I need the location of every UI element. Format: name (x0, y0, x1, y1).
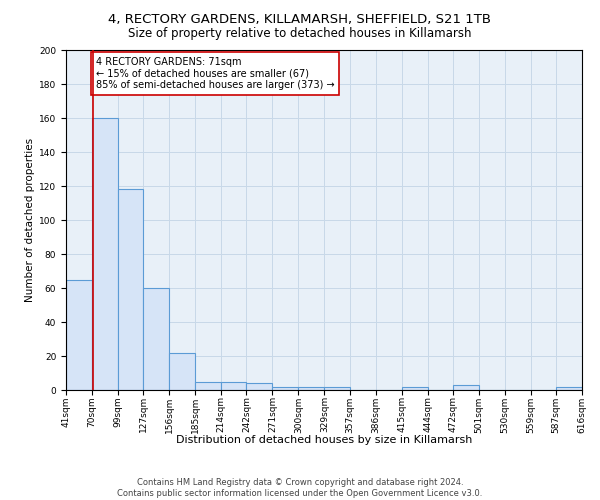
X-axis label: Distribution of detached houses by size in Killamarsh: Distribution of detached houses by size … (176, 436, 472, 446)
Bar (325, 386, 350, 390)
Bar (556, 386, 582, 390)
Bar (143, 288, 169, 390)
Y-axis label: Number of detached properties: Number of detached properties (25, 138, 35, 302)
Bar (272, 386, 298, 390)
Text: 4 RECTORY GARDENS: 71sqm
← 15% of detached houses are smaller (67)
85% of semi-d: 4 RECTORY GARDENS: 71sqm ← 15% of detach… (95, 57, 334, 90)
Text: Contains HM Land Registry data © Crown copyright and database right 2024.
Contai: Contains HM Land Registry data © Crown c… (118, 478, 482, 498)
Text: Size of property relative to detached houses in Killamarsh: Size of property relative to detached ho… (128, 28, 472, 40)
Bar (401, 386, 428, 390)
Bar (66, 280, 92, 390)
Bar (118, 190, 143, 390)
Bar (92, 118, 118, 390)
Text: 4, RECTORY GARDENS, KILLAMARSH, SHEFFIELD, S21 1TB: 4, RECTORY GARDENS, KILLAMARSH, SHEFFIEL… (109, 12, 491, 26)
Bar (169, 352, 195, 390)
Bar (195, 382, 221, 390)
Bar (298, 386, 325, 390)
Bar (247, 383, 272, 390)
Bar (221, 382, 247, 390)
Bar (453, 385, 479, 390)
